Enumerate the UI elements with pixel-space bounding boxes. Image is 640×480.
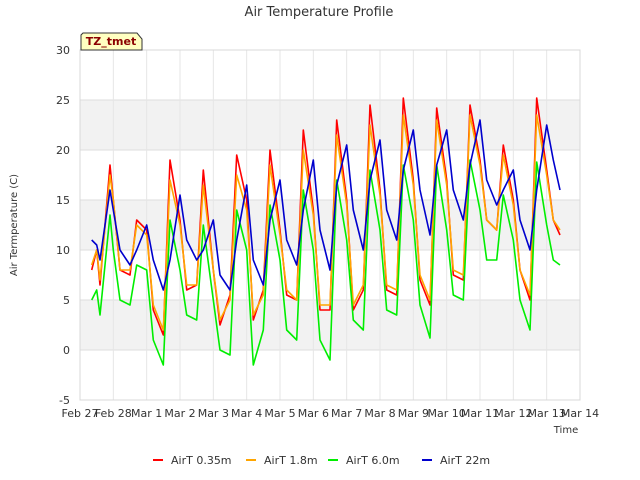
- x-tick-label: Mar 10: [428, 407, 466, 420]
- x-tick-label: Mar 8: [364, 407, 395, 420]
- series-line: [90, 159, 561, 366]
- x-tick-label: Mar 3: [198, 407, 229, 420]
- y-tick-label: -5: [59, 394, 70, 407]
- x-tick-label: Mar 5: [264, 407, 295, 420]
- x-tick-label: Mar 13: [528, 407, 566, 420]
- timezone-badge-box: [80, 32, 143, 51]
- y-tick-label: 5: [63, 294, 70, 307]
- y-tick-label: 10: [56, 244, 70, 257]
- x-tick-label: Mar 2: [164, 407, 195, 420]
- x-tick-label: Mar 11: [461, 407, 499, 420]
- plot-band: [80, 50, 580, 100]
- y-axis-ticks: -5 0 5 10 15 20 25 30: [56, 44, 70, 407]
- plot-background-bands: [80, 50, 580, 400]
- legend: AirT 0.35m AirT 1.8m AirT 6.0m AirT 22m: [153, 454, 490, 467]
- plot-band: [80, 200, 580, 250]
- legend-label: AirT 1.8m: [264, 454, 318, 467]
- x-tick-label: Mar 6: [298, 407, 329, 420]
- legend-label: AirT 6.0m: [346, 454, 400, 467]
- x-tick-label: Mar 12: [494, 407, 532, 420]
- y-tick-label: 15: [56, 194, 70, 207]
- x-tick-label: Mar 14: [561, 407, 599, 420]
- x-tick-label: Mar 1: [131, 407, 162, 420]
- plot-area: [79, 49, 581, 401]
- chart-title: Air Temperature Profile: [245, 5, 394, 20]
- x-tick-label: Mar 4: [231, 407, 262, 420]
- series-lines: [90, 97, 561, 366]
- timezone-badge: TZ_tmet: [80, 32, 143, 51]
- x-tick-label: Feb 28: [95, 407, 132, 420]
- timezone-label: TZ_tmet: [86, 35, 136, 48]
- legend-label: AirT 22m: [440, 454, 490, 467]
- y-tick-label: 30: [56, 44, 70, 57]
- x-tick-label: Mar 7: [331, 407, 362, 420]
- series-line: [91, 119, 561, 291]
- y-tick-label: 25: [56, 94, 70, 107]
- legend-label: AirT 0.35m: [171, 454, 232, 467]
- plot-band: [80, 100, 580, 150]
- y-tick-label: 0: [63, 344, 70, 357]
- plot-band: [80, 150, 580, 200]
- x-axis-label: Time: [553, 425, 578, 436]
- y-axis-label: Air Termperature (C): [9, 174, 20, 276]
- y-tick-label: 20: [56, 144, 70, 157]
- series-line: [90, 114, 561, 331]
- x-tick-label: Mar 9: [398, 407, 429, 420]
- x-tick-label: Feb 27: [62, 407, 99, 420]
